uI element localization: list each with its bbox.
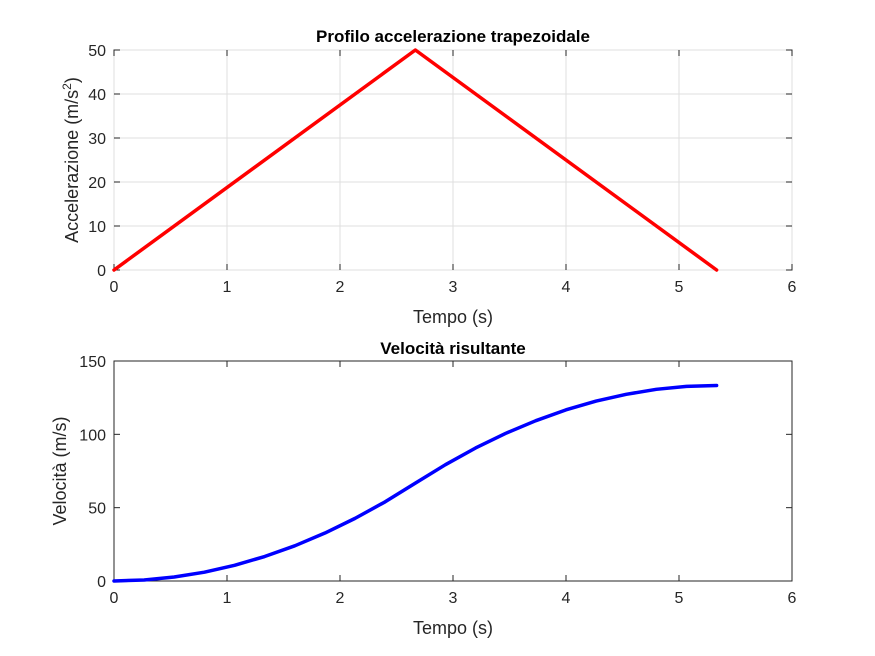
acceleration-x-axis-label: Tempo (s) (413, 307, 493, 327)
velocity-x-tick-label: 1 (223, 590, 232, 607)
acceleration-y-tick-label: 20 (88, 175, 106, 192)
acceleration-y-tick-label: 30 (88, 131, 106, 148)
velocity-x-axis-label: Tempo (s) (413, 618, 493, 638)
velocity-series-line (112, 383, 719, 583)
acceleration-x-tick-label: 4 (562, 279, 571, 296)
velocity-chart-title: Velocità risultante (380, 339, 526, 358)
acceleration-y-tick-label: 0 (97, 263, 106, 280)
velocity-y-tick-label: 0 (97, 574, 106, 591)
acceleration-chart-title: Profilo accelerazione trapezoidale (316, 27, 590, 46)
acceleration-y-label-end: ) (62, 77, 82, 83)
velocity-x-tick-label: 2 (336, 590, 345, 607)
acceleration-ticks: 0 1 2 3 4 5 6 0 10 20 30 40 50 (88, 43, 796, 296)
acceleration-y-tick-label: 50 (88, 43, 106, 60)
velocity-x-tick-label: 5 (675, 590, 684, 607)
velocity-y-axis-label: Velocità (m/s) (50, 416, 70, 525)
velocity-x-tick-label: 3 (449, 590, 458, 607)
acceleration-line-layer (112, 48, 719, 272)
acceleration-chart: 0 1 2 3 4 5 6 0 10 20 30 40 50 Profilo accelerazione… (60, 27, 797, 327)
acceleration-x-tick-label: 3 (449, 279, 458, 296)
acceleration-x-tick-label: 6 (788, 279, 797, 296)
acceleration-y-axis-label: Accelerazione (m/s2) (60, 77, 82, 243)
acceleration-y-tick-label: 10 (88, 219, 106, 236)
velocity-line-layer (112, 383, 719, 583)
acceleration-y-label-main: Accelerazione (m/s (62, 90, 82, 243)
velocity-x-tick-label: 0 (110, 590, 119, 607)
acceleration-series-line (112, 48, 719, 272)
acceleration-y-label-superscript: 2 (60, 83, 74, 90)
velocity-ticks: 0 1 2 3 4 5 6 0 50 100 150 (79, 354, 796, 607)
acceleration-x-tick-label: 0 (110, 279, 119, 296)
velocity-y-tick-label: 150 (79, 354, 106, 371)
velocity-chart: 0 1 2 3 4 5 6 0 50 100 150 Velocità risultante Tem… (50, 339, 797, 638)
velocity-x-tick-label: 6 (788, 590, 797, 607)
acceleration-x-tick-label: 2 (336, 279, 345, 296)
velocity-y-tick-label: 50 (88, 501, 106, 518)
velocity-x-tick-label: 4 (562, 590, 571, 607)
velocity-plot-area (113, 360, 793, 582)
velocity-y-tick-label: 100 (79, 427, 106, 444)
acceleration-x-tick-label: 5 (675, 279, 684, 296)
acceleration-y-tick-label: 40 (88, 87, 106, 104)
acceleration-x-tick-label: 1 (223, 279, 232, 296)
